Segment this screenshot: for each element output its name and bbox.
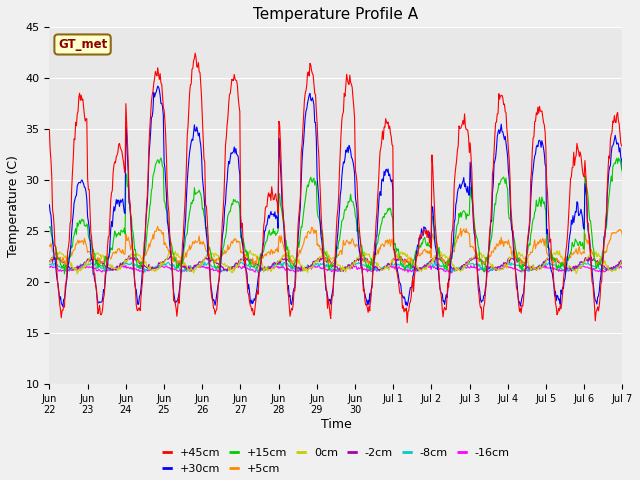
-2cm — [45, 258, 53, 264]
+45cm — [454, 143, 462, 149]
+30cm — [260, 228, 268, 234]
+5cm — [230, 238, 238, 243]
+5cm — [285, 257, 292, 263]
Line: +45cm: +45cm — [49, 53, 640, 323]
-2cm — [283, 256, 291, 262]
-16cm — [117, 264, 125, 270]
0cm — [118, 263, 125, 268]
Line: +5cm: +5cm — [49, 227, 640, 267]
Line: -2cm: -2cm — [49, 255, 640, 271]
0cm — [45, 260, 53, 265]
Legend: +45cm, +30cm, +15cm, +5cm, 0cm, -2cm, -8cm, -16cm: +45cm, +30cm, +15cm, +5cm, 0cm, -2cm, -8… — [158, 444, 514, 479]
+15cm — [118, 228, 125, 234]
-2cm — [454, 266, 462, 272]
+15cm — [61, 271, 68, 277]
-16cm — [230, 266, 237, 272]
+5cm — [154, 224, 161, 229]
+45cm — [191, 50, 199, 56]
-2cm — [230, 264, 237, 270]
+30cm — [419, 233, 427, 239]
+45cm — [230, 72, 238, 77]
+45cm — [260, 217, 268, 223]
-8cm — [454, 266, 462, 272]
+30cm — [45, 202, 53, 207]
+15cm — [285, 252, 292, 258]
0cm — [262, 264, 269, 270]
Line: -8cm: -8cm — [49, 261, 640, 272]
0cm — [246, 248, 254, 253]
+30cm — [630, 303, 638, 309]
+30cm — [284, 286, 291, 291]
0cm — [420, 265, 428, 271]
+15cm — [454, 220, 462, 226]
-8cm — [45, 262, 53, 268]
+15cm — [157, 155, 164, 161]
-8cm — [117, 260, 125, 266]
-2cm — [260, 268, 268, 274]
+45cm — [284, 287, 291, 292]
-8cm — [231, 263, 239, 269]
+5cm — [454, 236, 462, 241]
+45cm — [117, 147, 125, 153]
Y-axis label: Temperature (C): Temperature (C) — [7, 155, 20, 257]
-2cm — [432, 252, 440, 258]
-8cm — [141, 269, 149, 275]
X-axis label: Time: Time — [321, 418, 351, 431]
0cm — [230, 268, 238, 274]
-16cm — [419, 264, 427, 270]
+45cm — [45, 127, 53, 132]
+5cm — [250, 264, 258, 270]
Line: +15cm: +15cm — [49, 158, 640, 274]
Title: Temperature Profile A: Temperature Profile A — [253, 7, 419, 22]
Line: -16cm: -16cm — [49, 265, 640, 273]
-2cm — [337, 268, 345, 274]
-2cm — [419, 264, 427, 270]
-8cm — [262, 267, 269, 273]
-16cm — [284, 267, 291, 273]
+15cm — [45, 225, 53, 230]
+30cm — [117, 200, 125, 205]
-8cm — [198, 258, 206, 264]
0cm — [74, 271, 81, 277]
-16cm — [260, 266, 268, 272]
+5cm — [117, 248, 125, 254]
-8cm — [420, 264, 428, 269]
+15cm — [231, 197, 239, 203]
+30cm — [154, 83, 161, 89]
Line: 0cm: 0cm — [49, 251, 640, 274]
-16cm — [454, 265, 462, 271]
0cm — [454, 265, 462, 271]
0cm — [285, 251, 292, 256]
Text: GT_met: GT_met — [58, 38, 107, 51]
+15cm — [420, 236, 428, 241]
+5cm — [262, 251, 269, 257]
+30cm — [230, 144, 238, 150]
+45cm — [403, 320, 411, 325]
Line: +30cm: +30cm — [49, 86, 640, 306]
-8cm — [285, 263, 292, 269]
-16cm — [234, 263, 241, 268]
+5cm — [420, 248, 428, 253]
+45cm — [420, 227, 428, 232]
-2cm — [117, 262, 125, 268]
+30cm — [454, 190, 461, 196]
+5cm — [45, 242, 53, 248]
-16cm — [448, 270, 456, 276]
-16cm — [45, 264, 53, 270]
+15cm — [262, 241, 269, 247]
